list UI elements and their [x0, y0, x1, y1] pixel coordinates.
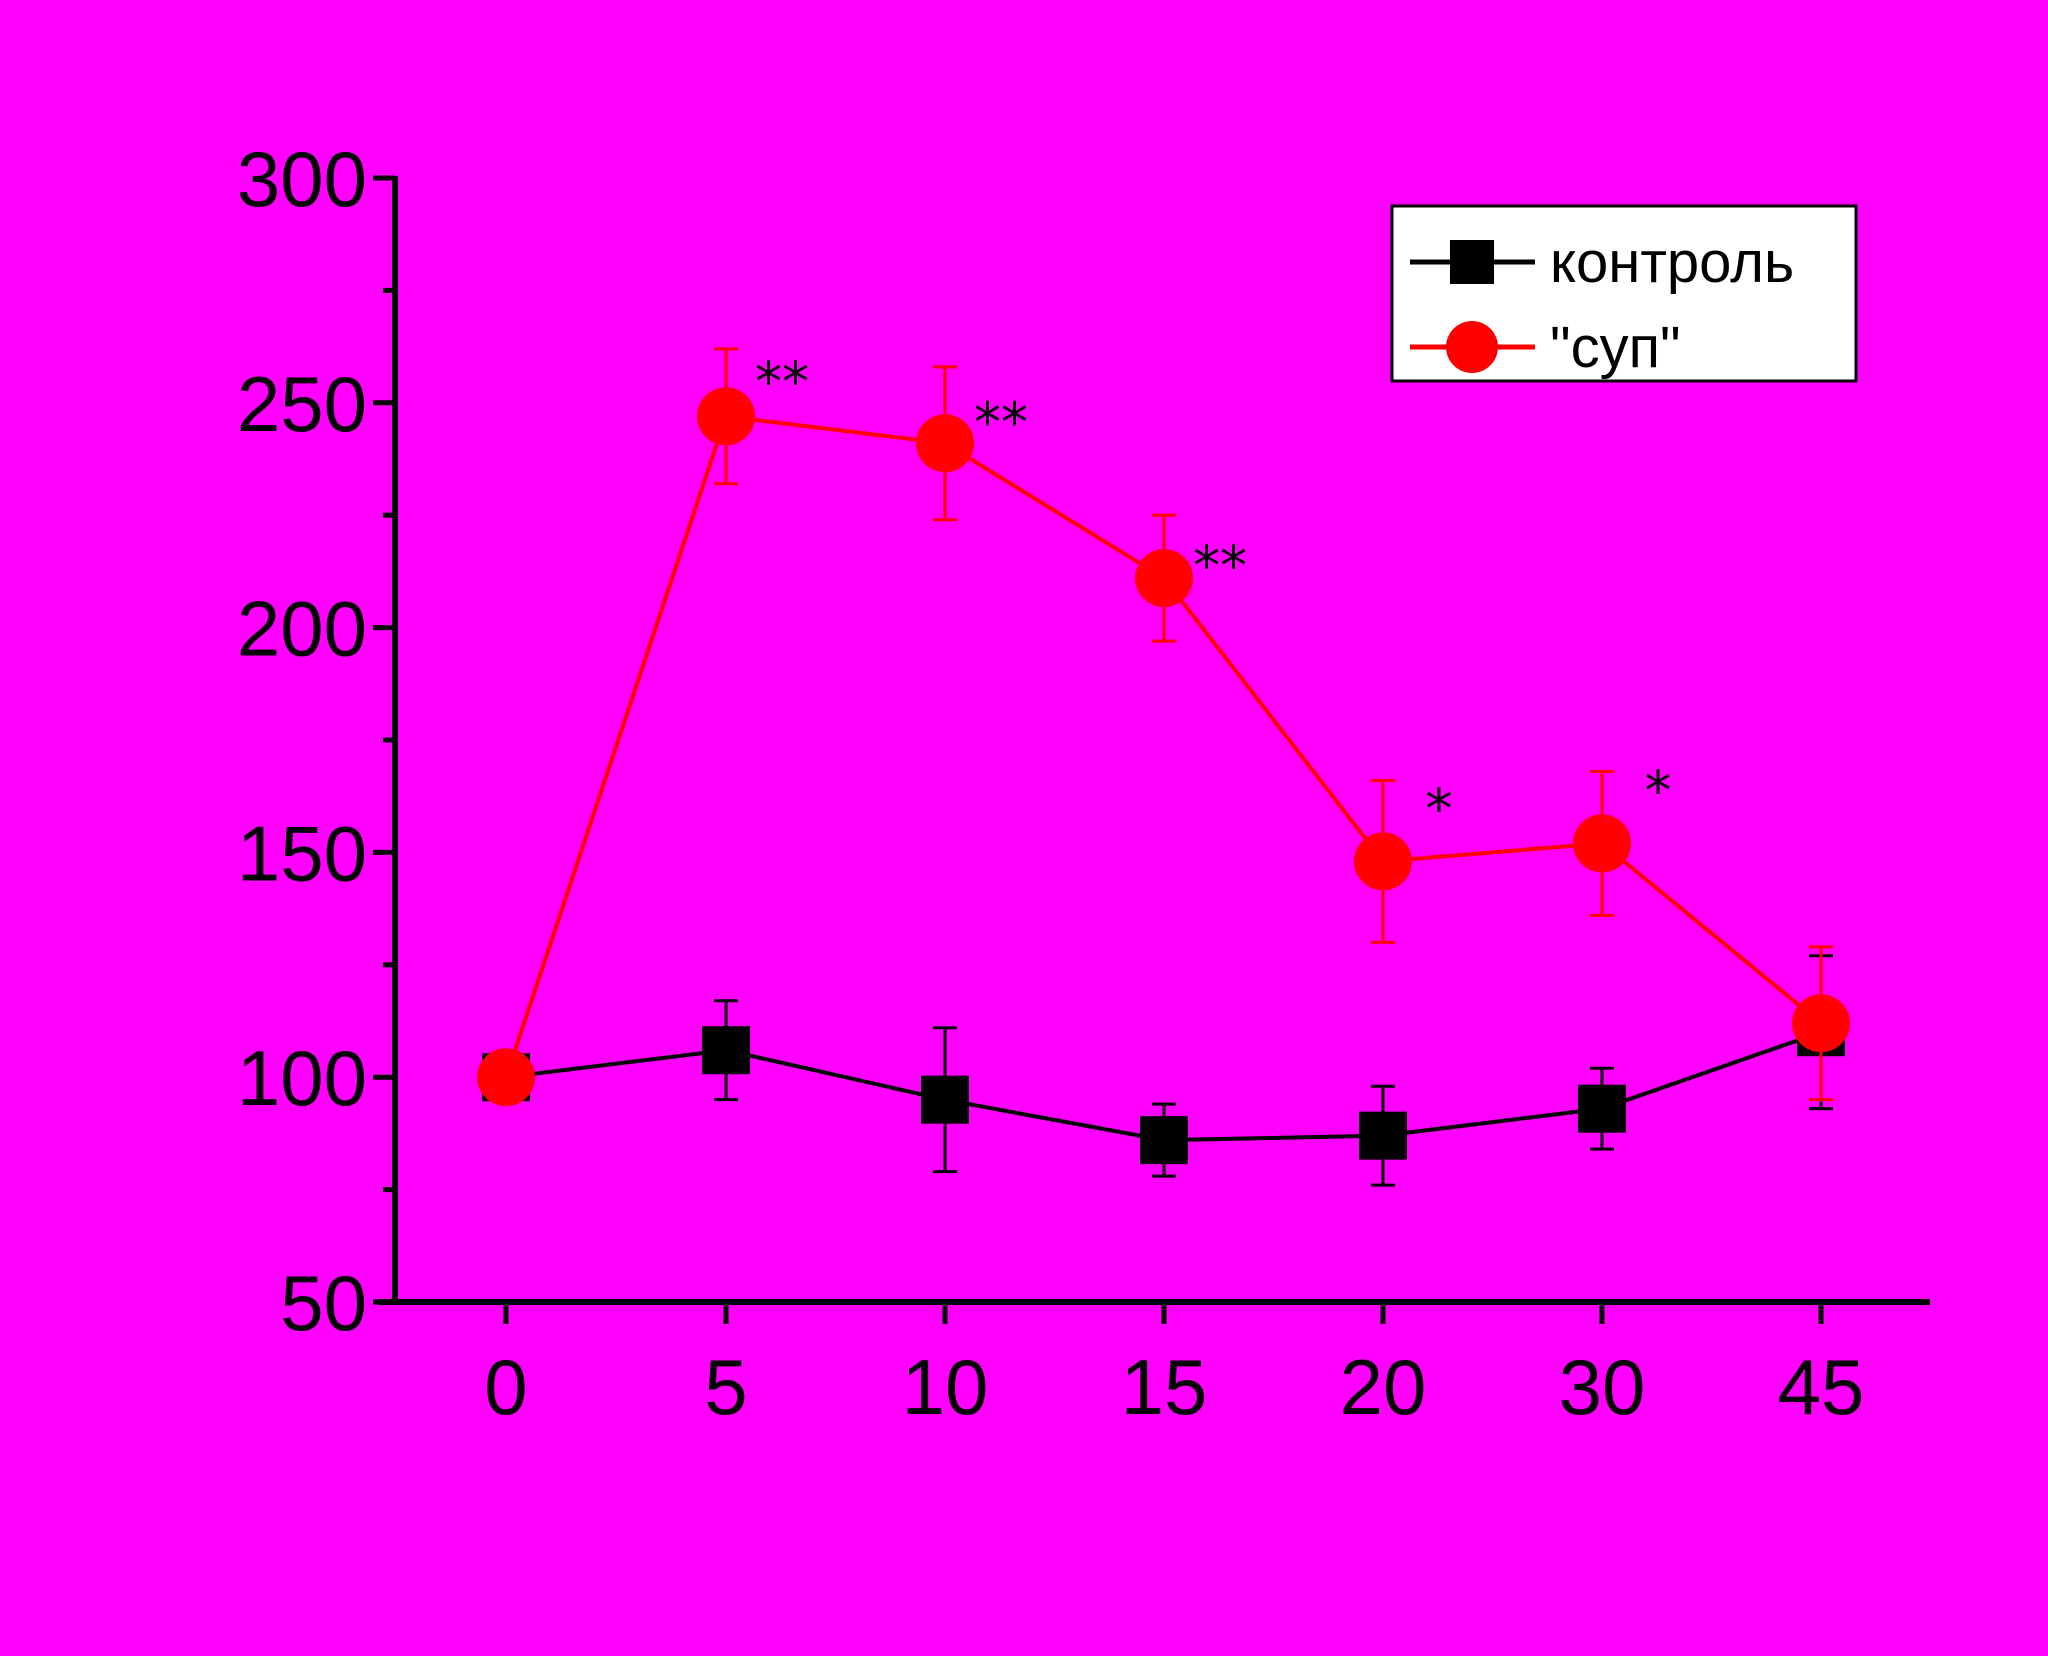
x-tick-label: 30 [1559, 1343, 1646, 1431]
significance-label: * [1426, 777, 1453, 840]
y-tick-label: 150 [237, 809, 367, 897]
legend-item-2: "суп" [1410, 315, 1681, 380]
y-tick-label: 50 [280, 1259, 367, 1347]
annotation-layer: ******* * [755, 350, 1672, 840]
significance-label: ** [755, 350, 809, 413]
y-tick-label: 100 [237, 1034, 367, 1122]
data-point-circle [477, 1048, 535, 1107]
series-layer [477, 347, 1850, 1187]
legend-item-1: контроль [1410, 230, 1794, 295]
data-point-square [921, 1075, 969, 1124]
significance-label: ** [1193, 535, 1247, 598]
significance-label: ** [974, 391, 1028, 454]
x-tick-label: 10 [902, 1343, 989, 1431]
x-tick-label: 20 [1340, 1343, 1427, 1431]
legend-label: контроль [1550, 230, 1794, 295]
data-point-square [1578, 1084, 1626, 1133]
y-tick-label: 200 [237, 585, 367, 673]
x-tick-label: 5 [704, 1343, 747, 1431]
data-point-square [702, 1026, 750, 1075]
significance-label: * [1645, 759, 1672, 822]
data-point-circle [697, 387, 755, 446]
data-point-circle [1354, 832, 1412, 891]
data-point-square [1140, 1116, 1188, 1165]
series-1 [482, 954, 1845, 1187]
data-point-circle [1135, 549, 1193, 608]
series-2 [477, 347, 1850, 1107]
y-tick-label: 250 [237, 360, 367, 448]
x-tick-label: 0 [484, 1343, 527, 1431]
legend-marker-square [1450, 240, 1494, 284]
axes: 50 100 150 200 250 300 0 5 10 15 20 30 45 [237, 135, 1930, 1431]
data-point-circle [1792, 994, 1850, 1053]
x-tick-label: 15 [1121, 1343, 1208, 1431]
legend-label: "суп" [1550, 315, 1681, 380]
legend-marker-circle [1446, 321, 1498, 373]
legend: контроль "суп" [1390, 204, 1858, 383]
data-point-square [1359, 1111, 1407, 1160]
x-tick-label: 45 [1778, 1343, 1865, 1431]
data-point-circle [1573, 814, 1631, 873]
data-point-circle [916, 414, 974, 473]
y-tick-label: 300 [237, 135, 367, 223]
